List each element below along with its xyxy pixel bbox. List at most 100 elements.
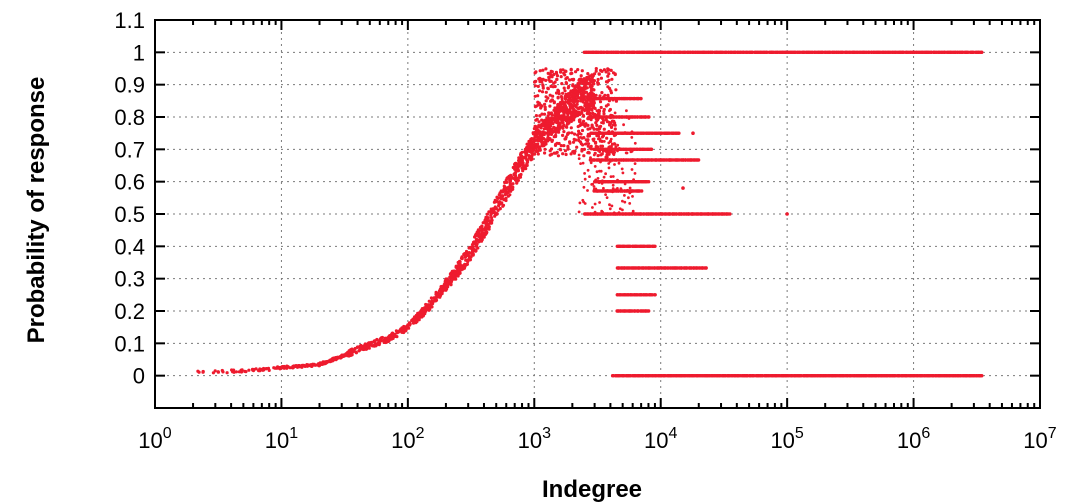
data-point: [542, 112, 547, 116]
data-point: [570, 103, 574, 107]
data-point: [556, 95, 560, 99]
x-tick-label: 105: [770, 425, 803, 453]
data-point: [585, 95, 589, 99]
data-point: [583, 84, 587, 89]
data-point: [544, 78, 548, 82]
data-point: [583, 109, 587, 113]
data-point: [478, 225, 482, 230]
data-point: [607, 152, 611, 156]
data-point: [569, 106, 573, 110]
data-point: [252, 369, 256, 373]
data-point: [232, 368, 236, 372]
data-point: [434, 298, 439, 302]
data-point: [561, 133, 565, 137]
data-point: [351, 348, 355, 353]
data-point: [493, 211, 497, 215]
data-point: [414, 313, 418, 317]
data-point: [517, 156, 521, 160]
data-point: [254, 367, 258, 371]
data-point: [554, 70, 559, 74]
data-point: [564, 77, 568, 81]
data-point: [435, 293, 439, 297]
data-point: [452, 277, 456, 281]
data-point: [445, 287, 449, 291]
data-point: [485, 212, 489, 216]
data-point: [571, 78, 575, 82]
data-point: [602, 112, 606, 116]
data-point: [469, 246, 474, 251]
data-point: [585, 102, 589, 106]
data-point: [578, 96, 582, 100]
data-point: [534, 125, 538, 129]
data-point: [541, 77, 545, 81]
data-point: [574, 138, 578, 142]
data-point: [550, 70, 554, 74]
data-point: [547, 111, 551, 115]
data-point: [509, 189, 513, 193]
data-point: [579, 162, 582, 166]
data-point: [572, 100, 576, 104]
data-point: [569, 93, 573, 97]
data-point: [537, 89, 542, 93]
data-point: [596, 127, 600, 131]
data-point: [573, 132, 577, 136]
data-point: [557, 113, 561, 117]
data-point: [574, 105, 578, 109]
data-point: [563, 109, 567, 113]
data-point: [587, 110, 591, 114]
data-point: [464, 253, 468, 258]
data-point: [592, 185, 596, 188]
data-point: [498, 207, 502, 211]
data-point: [598, 137, 602, 141]
data-point: [566, 132, 570, 136]
data-point: [728, 212, 732, 216]
data-point: [618, 207, 622, 211]
data-point: [520, 166, 525, 170]
data-point: [592, 126, 595, 130]
data-point: [511, 185, 515, 189]
data-point: [553, 128, 557, 132]
data-point: [547, 75, 551, 79]
data-point: [267, 368, 271, 372]
data-point: [560, 82, 564, 86]
data-point: [448, 275, 452, 279]
data-point: [569, 72, 573, 76]
data-point: [546, 114, 550, 118]
data-point: [562, 113, 566, 117]
data-point: [519, 159, 523, 163]
data-point: [537, 125, 541, 129]
data-point: [543, 147, 547, 151]
data-point: [541, 83, 545, 87]
data-point: [489, 213, 493, 217]
data-point: [566, 120, 570, 125]
data-point: [564, 152, 568, 157]
data-point: [566, 92, 571, 96]
data-point: [555, 77, 559, 81]
data-point: [535, 129, 540, 133]
data-point: [582, 87, 587, 91]
y-tick-label: 0: [133, 364, 145, 389]
data-point: [347, 349, 351, 353]
x-tick-label: 103: [518, 425, 551, 453]
data-point: [564, 100, 568, 104]
data-point: [543, 151, 547, 155]
data-point: [599, 169, 603, 173]
data-point: [306, 363, 310, 367]
data-point: [562, 144, 566, 148]
data-point: [442, 287, 446, 291]
data-point: [541, 123, 545, 128]
data-point: [484, 224, 489, 228]
data-point: [471, 240, 476, 244]
data-point: [572, 149, 576, 153]
data-point: [534, 70, 538, 74]
data-point: [647, 115, 651, 119]
data-point: [607, 141, 611, 145]
data-point: [538, 114, 542, 118]
data-point: [411, 321, 416, 325]
data-point: [411, 317, 415, 321]
data-point: [570, 131, 574, 135]
data-point: [524, 152, 528, 156]
data-point: [344, 352, 348, 356]
data-point: [606, 93, 610, 97]
data-point: [490, 218, 494, 222]
